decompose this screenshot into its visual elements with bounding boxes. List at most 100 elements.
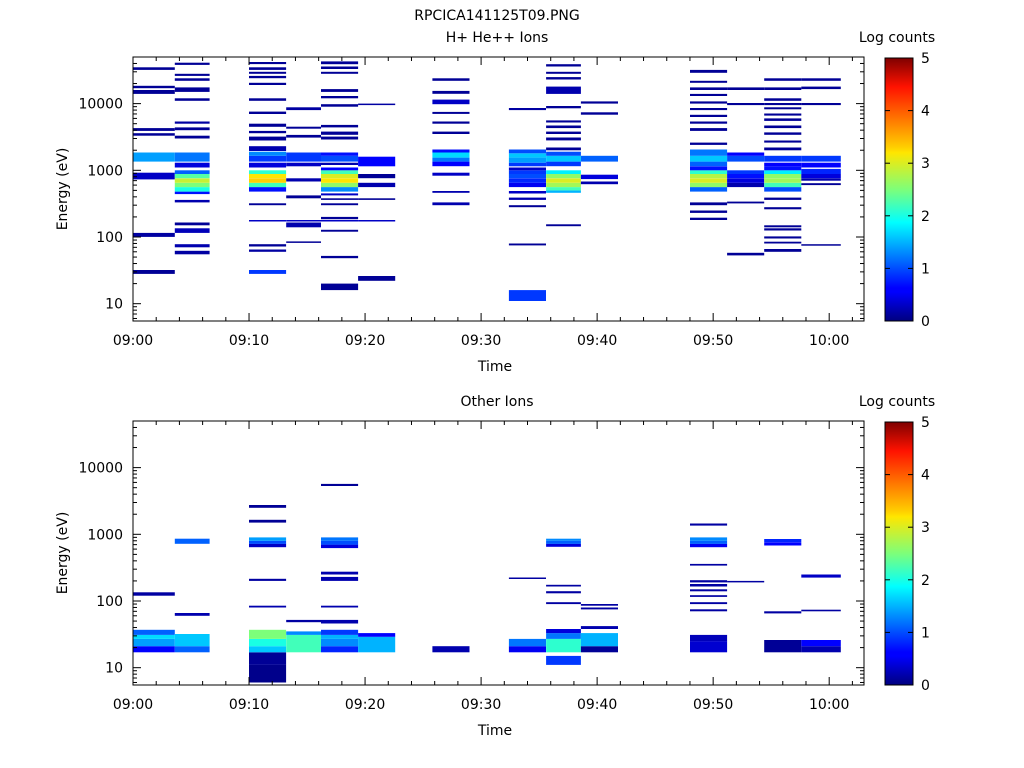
heatmap-cell [801,646,841,653]
heatmap-cell [508,205,546,208]
heatmap-cell [690,602,728,605]
colorbar-tick-label: 2 [921,209,930,225]
heatmap-cell [764,611,802,614]
heatmap-cell [133,133,175,136]
heatmap-cell [321,170,359,174]
heatmap-cell [546,629,581,634]
y-tick-label: 1000 [87,163,123,179]
heatmap-cell [249,664,287,683]
heatmap-cell [174,244,210,248]
heatmap-cell [432,157,470,162]
heatmap-cell [690,580,728,583]
heatmap-cell [174,613,210,616]
heatmap-cell [690,114,728,117]
heatmap-cell [249,178,287,183]
heatmap-cell [249,71,287,74]
heatmap-cell [286,195,321,199]
heatmap-cell [690,155,728,162]
heatmap-cell [133,638,175,647]
heatmap-cell [249,638,287,647]
heatmap-cell [546,224,581,227]
x-tick-label: 09:00 [113,333,153,349]
heatmap-cell [690,121,728,124]
heatmap-cell [249,123,287,127]
heatmap-cell [764,162,802,167]
heatmap-cell [764,539,802,543]
plot-frame [132,420,865,686]
panel-h-he-ions: H+ He++ Ions Energy (eV) Time 09:00 09:10… [55,30,935,375]
heatmap-cell [690,609,728,612]
heatmap-cell [133,128,175,131]
heatmap-cell [133,646,175,653]
heatmap-cell [801,86,841,90]
heatmap-cell [690,540,728,544]
heatmap-cell [690,634,728,642]
heatmap-cell [321,182,359,188]
heatmap-cell [801,574,841,578]
x-tick-label: 09:30 [461,697,501,713]
heatmap-cell [690,149,728,156]
heatmap-cell [286,241,321,243]
heatmap-cell [133,592,175,596]
heatmap-cell [174,78,210,81]
heatmap-cell [286,631,321,635]
heatmap-cell [133,90,175,94]
heatmap-cell [174,170,210,174]
x-tick-label: 10:00 [809,697,849,713]
heatmap-cell [690,584,728,587]
colorbar-tick-label: 1 [921,261,930,277]
heatmap-cell [174,73,210,76]
x-tick-label: 09:10 [229,333,269,349]
colorbar-label: Log counts [859,30,935,46]
heatmap-cell [321,167,359,171]
heatmap-cell [764,236,802,239]
heatmap-cell [249,578,287,581]
heatmap-cell [133,270,175,274]
colorbar-tick-label: 4 [921,468,930,484]
heatmap-cell [321,187,359,192]
heatmap-cell [321,638,359,647]
heatmap-cell [249,537,287,541]
heatmap-cell [249,519,287,523]
heatmap-cell [690,128,728,131]
x-tick-label: 09:10 [229,697,269,713]
heatmap-cell [249,162,287,168]
heatmap-cell [727,201,765,204]
heatmap-cell [580,626,618,629]
heatmap-cell [174,187,210,192]
heatmap-cell [321,619,359,624]
heatmap-cell [546,125,581,129]
heatmap-cell [546,190,581,193]
y-tick-label: 10 [105,297,123,313]
heatmap-cell [727,252,765,256]
heatmap-cell [321,89,359,92]
heatmap-cell [764,228,802,231]
x-tick-label: 09:30 [461,333,501,349]
heatmap-cell [508,182,546,188]
heatmap-cell [174,135,210,139]
y-axis-label: Energy (eV) [55,148,71,231]
heatmap-cell [133,232,175,237]
colorbar-tick-label: 5 [921,415,930,431]
heatmap-cell [321,540,359,545]
heatmap-cell [580,174,618,180]
heatmap-cell [727,87,765,90]
panel-other-ions: Other Ions Energy (eV) Time 09:00 09:10 09… [55,394,935,739]
y-tick-label: 10000 [78,461,123,477]
heatmap-cell [321,96,359,99]
heatmap-cell [174,222,210,226]
heatmap-cell [580,633,618,647]
heatmap-cell [580,604,618,606]
heatmap-cell [764,132,802,135]
heatmap-cell [546,77,581,80]
heatmap-cell [508,243,546,246]
panel-title: H+ He++ Ions [446,30,549,46]
heatmap-cell [508,191,546,194]
colorbar-tick-label: 2 [921,573,930,589]
heatmap-cell [249,605,287,608]
heatmap-cell [801,162,841,168]
heatmap-cell [727,174,765,179]
heatmap-cell [546,638,581,653]
heatmap-cell [321,605,359,608]
heatmap-cell [432,121,470,124]
